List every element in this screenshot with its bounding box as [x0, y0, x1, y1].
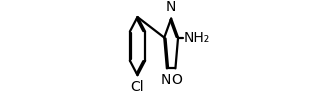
- Text: N: N: [160, 73, 171, 87]
- Text: O: O: [171, 73, 181, 87]
- Text: N: N: [166, 0, 176, 14]
- Text: NH₂: NH₂: [183, 31, 210, 45]
- Text: Cl: Cl: [130, 80, 144, 94]
